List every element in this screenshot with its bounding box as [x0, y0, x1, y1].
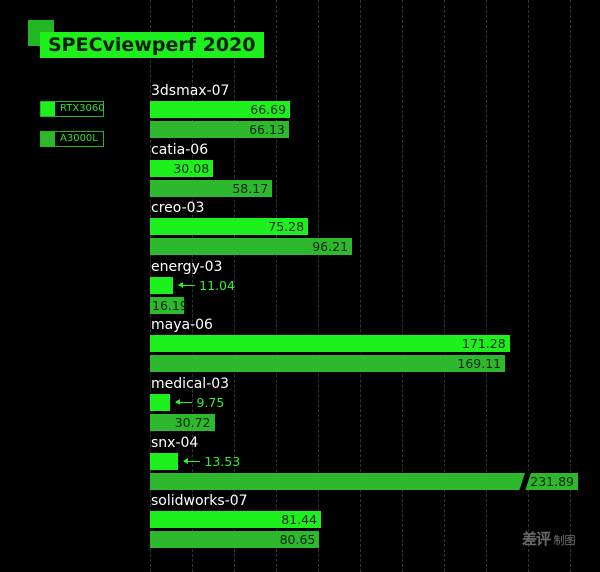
data-label: 171.28 [461, 336, 506, 352]
category-label: energy-03 [151, 258, 223, 275]
category-label: snx-04 [151, 434, 199, 451]
arrow-icon [178, 281, 196, 288]
data-label: 11.04 [199, 277, 235, 293]
legend-item-rtx3060: RTX3060 [40, 101, 105, 117]
arrow-icon [175, 399, 193, 405]
bar [150, 511, 322, 529]
bar [150, 355, 506, 373]
bar [150, 296, 184, 314]
gridline [276, 0, 277, 572]
data-label: 66.69 [250, 102, 287, 117]
data-label: 30.72 [174, 415, 211, 430]
gridline [360, 0, 361, 572]
category-label: solidworks-07 [151, 493, 248, 510]
category-label: maya-06 [151, 317, 213, 334]
bar [150, 276, 174, 294]
category-label: 3dsmax-07 [151, 83, 230, 99]
legend-item-a3000l: A3000L [40, 131, 104, 147]
gridline [570, 0, 571, 572]
chart-title: SPECviewperf 2020 [40, 32, 264, 58]
gridline [192, 0, 193, 572]
category-label: creo-03 [151, 200, 205, 217]
data-label: 231.89 [530, 473, 574, 489]
data-label: 30.08 [173, 160, 210, 176]
bar [150, 452, 179, 470]
legend-swatch [41, 102, 55, 116]
watermark-logo: 差评 [522, 530, 551, 548]
category-label: catia-06 [151, 141, 209, 158]
data-label: 58.17 [232, 180, 269, 196]
data-label: 80.65 [279, 532, 316, 548]
gridline [486, 0, 487, 572]
watermark-text: 制图 [553, 534, 576, 547]
bar [150, 101, 291, 118]
data-label: 169.11 [457, 356, 502, 372]
data-label: 66.13 [249, 122, 285, 137]
data-label: 9.75 [196, 395, 225, 410]
bar [150, 531, 320, 549]
data-label: 81.44 [281, 512, 318, 528]
data-label: 13.53 [204, 453, 241, 469]
data-label: 75.28 [268, 219, 305, 235]
arrow-icon [183, 457, 201, 464]
gridline [402, 0, 403, 572]
bar [150, 472, 578, 490]
bar [150, 218, 309, 236]
legend-swatch [41, 132, 55, 146]
data-label: 16.19 [152, 297, 188, 313]
data-label: 96.21 [312, 239, 349, 255]
bar [150, 159, 214, 177]
bar [150, 335, 510, 353]
legend-label: A3000L [60, 133, 98, 144]
gridline [318, 0, 319, 572]
gridline [528, 0, 529, 572]
category-label: medical-03 [151, 376, 230, 392]
gridline [234, 0, 235, 572]
legend-label: RTX3060 [60, 103, 105, 114]
bar [150, 179, 273, 197]
bar [150, 238, 353, 256]
bar [150, 121, 289, 138]
bar [150, 394, 171, 411]
bar [150, 414, 215, 431]
gridline [444, 0, 445, 572]
watermark: 差评 制图 [522, 528, 576, 549]
